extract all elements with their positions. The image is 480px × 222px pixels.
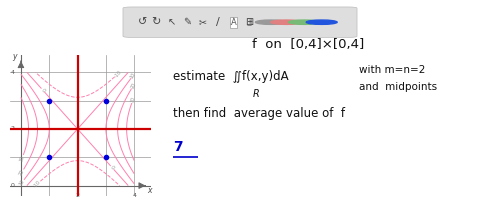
Text: ⬛: ⬛ xyxy=(246,18,252,27)
Text: A: A xyxy=(230,17,237,27)
Text: with m=n=2: with m=n=2 xyxy=(359,65,426,75)
Text: ↺: ↺ xyxy=(138,17,147,27)
Circle shape xyxy=(288,20,320,24)
Text: R: R xyxy=(253,89,260,99)
Text: /: / xyxy=(216,17,220,27)
Text: ⊞: ⊞ xyxy=(245,17,253,27)
Text: 20: 20 xyxy=(130,81,137,89)
Text: 10: 10 xyxy=(130,71,137,79)
Text: then find  average value of  f: then find average value of f xyxy=(173,107,345,120)
Text: f  on  [0,4]×[0,4]: f on [0,4]×[0,4] xyxy=(252,38,364,51)
Text: 2: 2 xyxy=(11,127,15,131)
Circle shape xyxy=(306,20,337,24)
Text: 30: 30 xyxy=(19,154,25,162)
Text: and  midpoints: and midpoints xyxy=(359,81,437,92)
Text: 20: 20 xyxy=(18,168,25,176)
Text: 4: 4 xyxy=(132,193,136,198)
Text: -10: -10 xyxy=(114,69,122,78)
Text: estimate  ∬f(x,y)dA: estimate ∬f(x,y)dA xyxy=(173,70,289,83)
Text: -10: -10 xyxy=(33,180,42,189)
Text: 0: 0 xyxy=(109,165,115,170)
Circle shape xyxy=(255,20,287,24)
Text: ✂: ✂ xyxy=(198,17,206,27)
Text: 7: 7 xyxy=(173,139,183,154)
Text: ↻: ↻ xyxy=(151,17,161,27)
Text: ✎: ✎ xyxy=(183,17,191,27)
FancyBboxPatch shape xyxy=(123,7,357,38)
Circle shape xyxy=(271,20,302,24)
Text: 4: 4 xyxy=(11,70,15,75)
Text: 0: 0 xyxy=(11,183,15,188)
Text: A: A xyxy=(230,18,236,27)
Text: x: x xyxy=(147,186,152,195)
Text: 0: 0 xyxy=(40,87,46,93)
Text: ↖: ↖ xyxy=(168,17,176,27)
Text: y: y xyxy=(12,52,17,61)
Text: 30: 30 xyxy=(130,96,136,104)
Text: 2: 2 xyxy=(75,193,80,198)
Text: 10: 10 xyxy=(18,179,25,187)
